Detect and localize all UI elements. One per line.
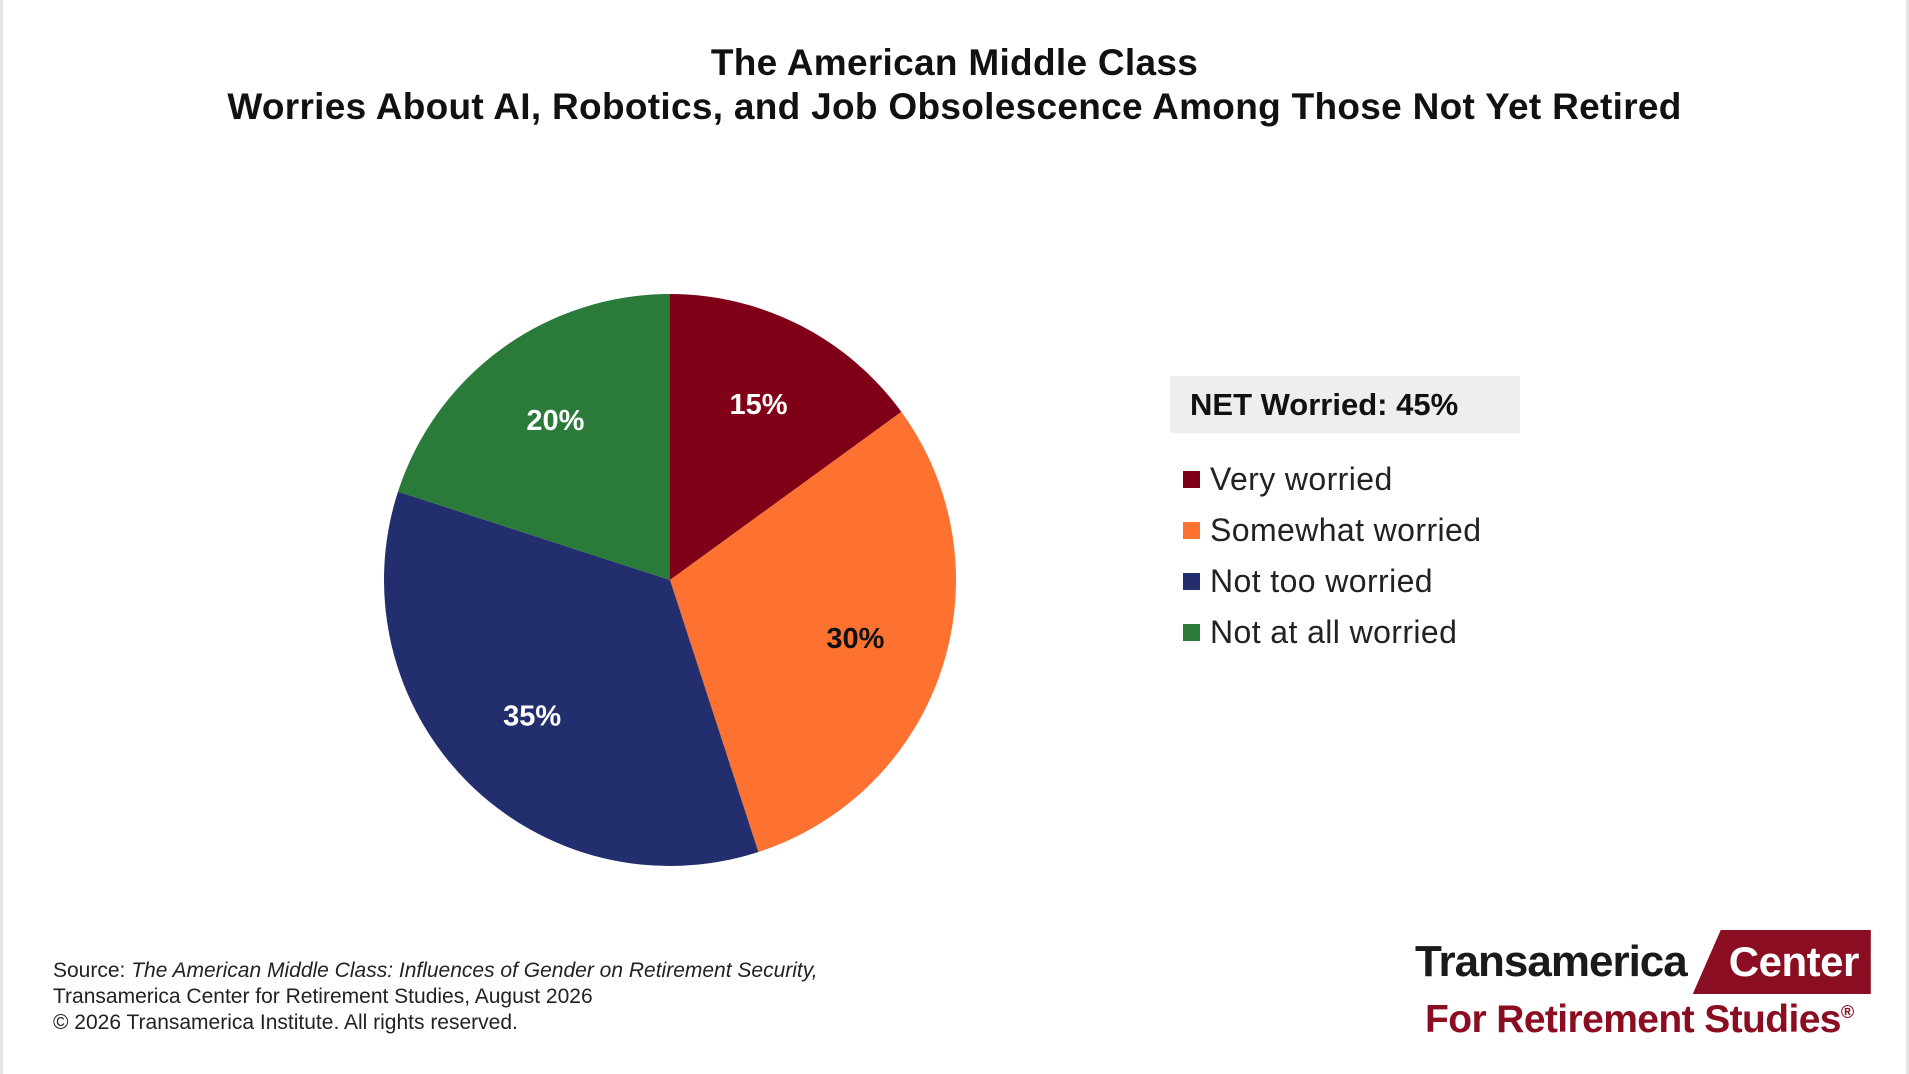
source-line-1: Source: The American Middle Class: Influ… (53, 958, 818, 984)
source-publication: The American Middle Class: Influences of… (131, 959, 818, 982)
legend-label: Not too worried (1210, 563, 1433, 599)
copyright-line: © 2026 Transamerica Institute. All right… (53, 1011, 518, 1034)
pie-slice-somewhat-worried (670, 411, 956, 853)
legend-label: Somewhat worried (1210, 512, 1482, 548)
slice-label-very-worried: 15% (730, 389, 788, 421)
logo-bottom-text: For Retirement Studies (1425, 998, 1841, 1041)
chart-title: The American Middle Class (710, 42, 1199, 83)
slice-label-not-at-all-worried: 20% (526, 405, 584, 437)
transamerica-logo: Transamerica Center For Retirement Studi… (1415, 930, 1871, 1045)
legend-swatch (1183, 624, 1200, 641)
net-worried-callout: NET Worried: 45% (1170, 376, 1520, 433)
logo-bottom-row: For Retirement Studies® (1425, 998, 1865, 1042)
pie-slice-not-too-worried (384, 491, 759, 866)
pie-slice-very-worried (670, 294, 902, 580)
legend-label: Not at all worried (1210, 614, 1458, 650)
source-line-2: Transamerica Center for Retirement Studi… (53, 985, 593, 1008)
slice-label-not-too-worried: 35% (503, 701, 561, 733)
pie-chart: 15% 30% 35% 20% (384, 294, 956, 866)
slice-label-somewhat-worried: 30% (826, 623, 884, 655)
legend-swatch (1183, 471, 1200, 488)
chart-subtitle: Worries About AI, Robotics, and Job Obso… (227, 86, 1682, 127)
logo-word: Transamerica (1415, 937, 1688, 986)
logo-center-box: Center (1692, 930, 1871, 994)
legend-item-somewhat-worried: Somewhat worried (1183, 505, 1481, 556)
source-prefix: Source: (53, 959, 132, 982)
legend-item-not-too-worried: Not too worried (1183, 556, 1481, 607)
legend-item-not-at-all-worried: Not at all worried (1183, 607, 1481, 658)
legend-item-very-worried: Very worried (1183, 454, 1481, 505)
legend-label: Very worried (1210, 461, 1393, 497)
logo-top-row: Transamerica Center (1415, 930, 1871, 994)
legend-swatch (1183, 522, 1200, 539)
source-note: Source: The American Middle Class: Influ… (53, 958, 818, 1036)
legend: Very worried Somewhat worried Not too worr… (1183, 454, 1481, 658)
registered-mark: ® (1840, 1002, 1854, 1022)
pie-slice-not-at-all-worried (397, 294, 670, 580)
legend-swatch (1183, 573, 1200, 590)
